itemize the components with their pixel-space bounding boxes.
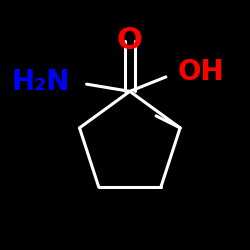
Text: H₂N: H₂N (11, 68, 70, 96)
Text: O: O (117, 26, 143, 55)
Text: OH: OH (178, 58, 224, 86)
